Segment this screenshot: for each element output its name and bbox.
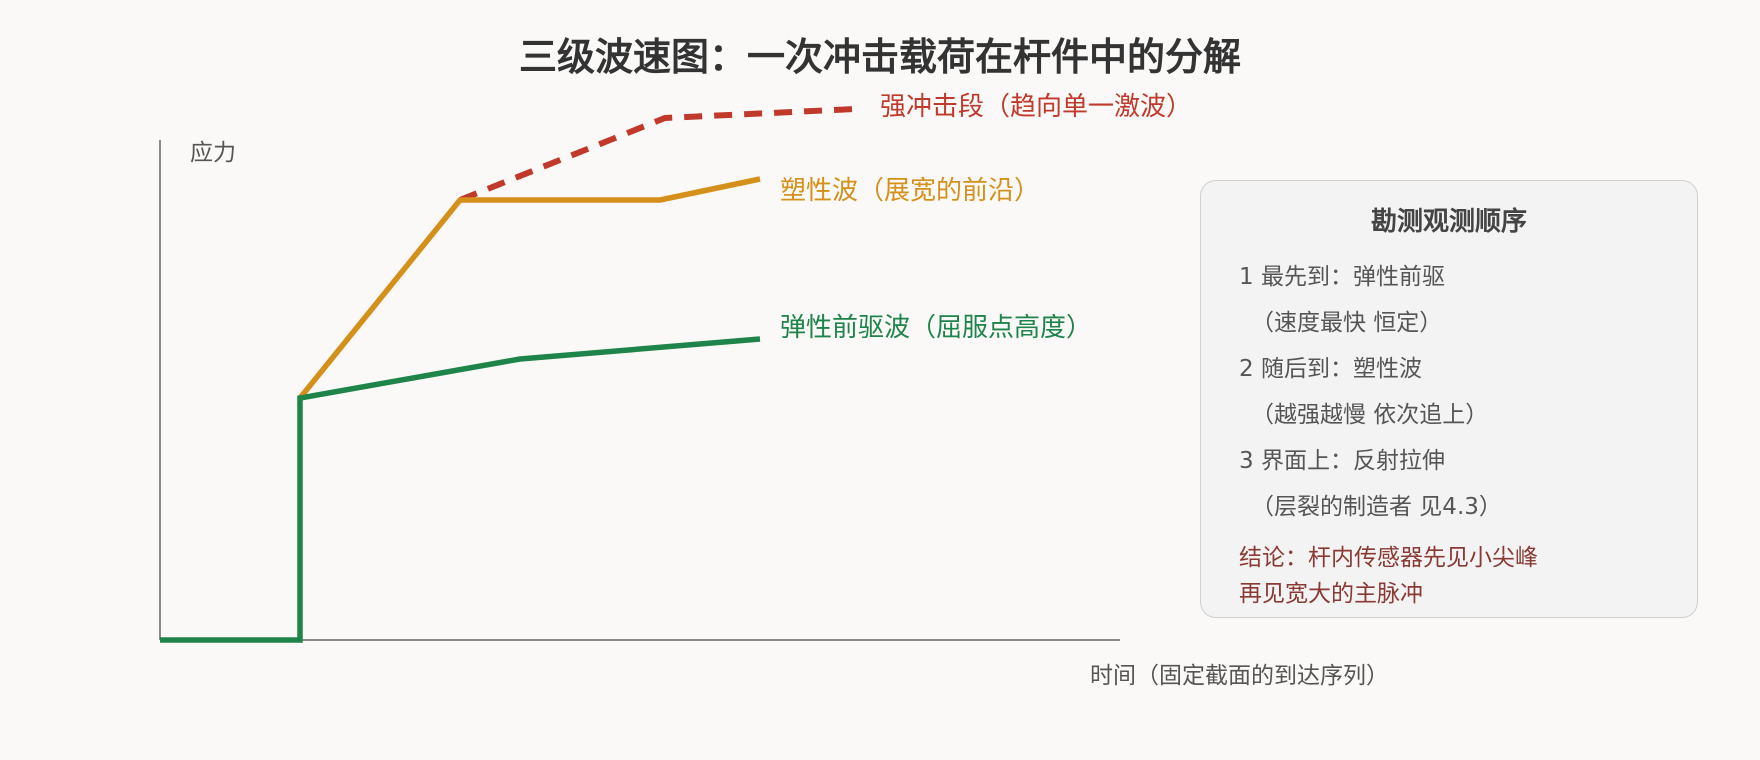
y-axis-label: 应力 — [190, 140, 236, 166]
observation-order-panel: 勘测观测顺序 1 最先到：弹性前驱 （速度最快 恒定） 2 随后到：塑性波 （越… — [1200, 180, 1698, 618]
observation-item-1: 1 最先到：弹性前驱 — [1239, 264, 1445, 290]
observation-order-title: 勘测观测顺序 — [1370, 207, 1527, 237]
observation-conclusion: 结论：杆内传感器先见小尖峰再见宽大的主脉冲 — [1239, 545, 1538, 607]
observation-item-1-detail: （速度最快 恒定） — [1251, 310, 1443, 336]
observation-item-3-detail: （层裂的制造者 见4.3） — [1251, 494, 1502, 520]
plastic-wave-label: 塑性波（展宽的前沿） — [780, 176, 1040, 206]
elastic-precursor-curve — [160, 336, 761, 643]
observation-item-2-detail: （越强越慢 依次追上） — [1251, 402, 1489, 428]
observation-item-3: 3 界面上：反射拉伸 — [1239, 448, 1445, 474]
strong-shock-curve — [458, 106, 856, 203]
plastic-wave-curve — [297, 176, 761, 400]
elastic-precursor-label: 弹性前驱波（屈服点高度） — [780, 313, 1092, 343]
diagram-title: 三级波速图：一次冲击载荷在杆件中的分解 — [518, 35, 1241, 79]
x-axis-label: 时间（固定截面的到达序列） — [1090, 663, 1389, 689]
strong-shock-label: 强冲击段（趋向单一激波） — [880, 92, 1192, 122]
observation-item-2: 2 随后到：塑性波 — [1239, 356, 1422, 382]
